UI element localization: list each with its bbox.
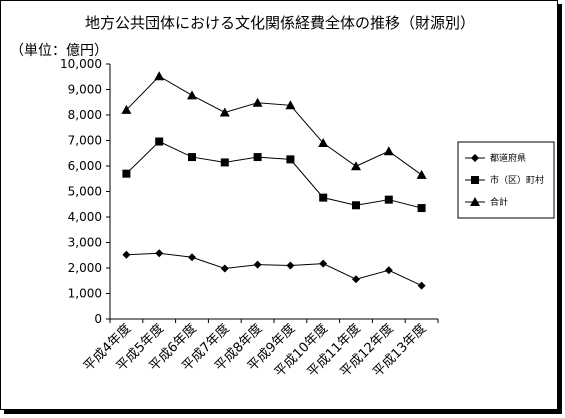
series-line-triangle <box>126 75 422 176</box>
data-point-triangle <box>187 90 197 100</box>
data-point-triangle <box>383 146 394 156</box>
legend-marker-diamond <box>471 154 479 162</box>
data-point-triangle <box>219 107 230 117</box>
data-point-square <box>220 158 229 167</box>
data-point-square <box>319 193 328 202</box>
data-point-square <box>253 153 262 162</box>
data-point-diamond <box>286 261 295 270</box>
data-point-triangle <box>154 71 165 81</box>
data-point-square <box>384 195 393 204</box>
data-point-triangle <box>318 138 329 148</box>
y-tick-label: 10,000 <box>60 57 102 71</box>
data-point-diamond <box>122 250 131 259</box>
legend-label: 都道府県 <box>490 152 526 164</box>
y-tick-label: 6,000 <box>68 159 102 173</box>
data-point-diamond <box>352 275 360 284</box>
data-point-diamond <box>253 260 262 269</box>
y-tick-label: 8,000 <box>68 108 102 122</box>
legend-marker-triangle <box>470 197 480 206</box>
data-point-square <box>155 137 164 146</box>
series-line-square <box>126 140 422 209</box>
data-point-square <box>188 153 196 162</box>
y-tick-label: 7,000 <box>68 134 102 148</box>
data-point-triangle <box>121 104 132 114</box>
series-line-diamond <box>126 252 422 287</box>
data-point-diamond <box>155 249 164 258</box>
data-point-square <box>352 201 360 210</box>
data-point-diamond <box>417 281 426 290</box>
y-tick-label: 2,000 <box>68 261 102 275</box>
unit-label: （単位：億円） <box>10 43 108 59</box>
data-point-square <box>417 204 426 213</box>
y-tick-label: 0 <box>94 312 102 326</box>
data-point-diamond <box>319 259 328 268</box>
y-tick-label: 9,000 <box>68 83 102 97</box>
data-point-diamond <box>384 266 393 275</box>
legend-label: 市（区）町村 <box>490 174 544 186</box>
y-tick-label: 1,000 <box>68 287 102 301</box>
y-tick-label: 3,000 <box>68 236 102 250</box>
data-point-triangle <box>351 161 361 171</box>
chart-title: 地方公共団体における文化関係経費全体の推移（財源別） <box>84 14 475 32</box>
y-tick-label: 5,000 <box>68 185 102 199</box>
data-point-diamond <box>188 253 196 262</box>
y-tick-label: 4,000 <box>68 210 102 224</box>
data-point-triangle <box>252 97 263 107</box>
data-point-triangle <box>285 100 296 110</box>
data-point-square <box>122 169 131 178</box>
data-point-square <box>286 155 295 164</box>
data-point-triangle <box>416 169 427 179</box>
data-point-diamond <box>220 264 229 273</box>
legend-marker-square <box>471 176 479 184</box>
legend-label: 合計 <box>490 196 508 208</box>
